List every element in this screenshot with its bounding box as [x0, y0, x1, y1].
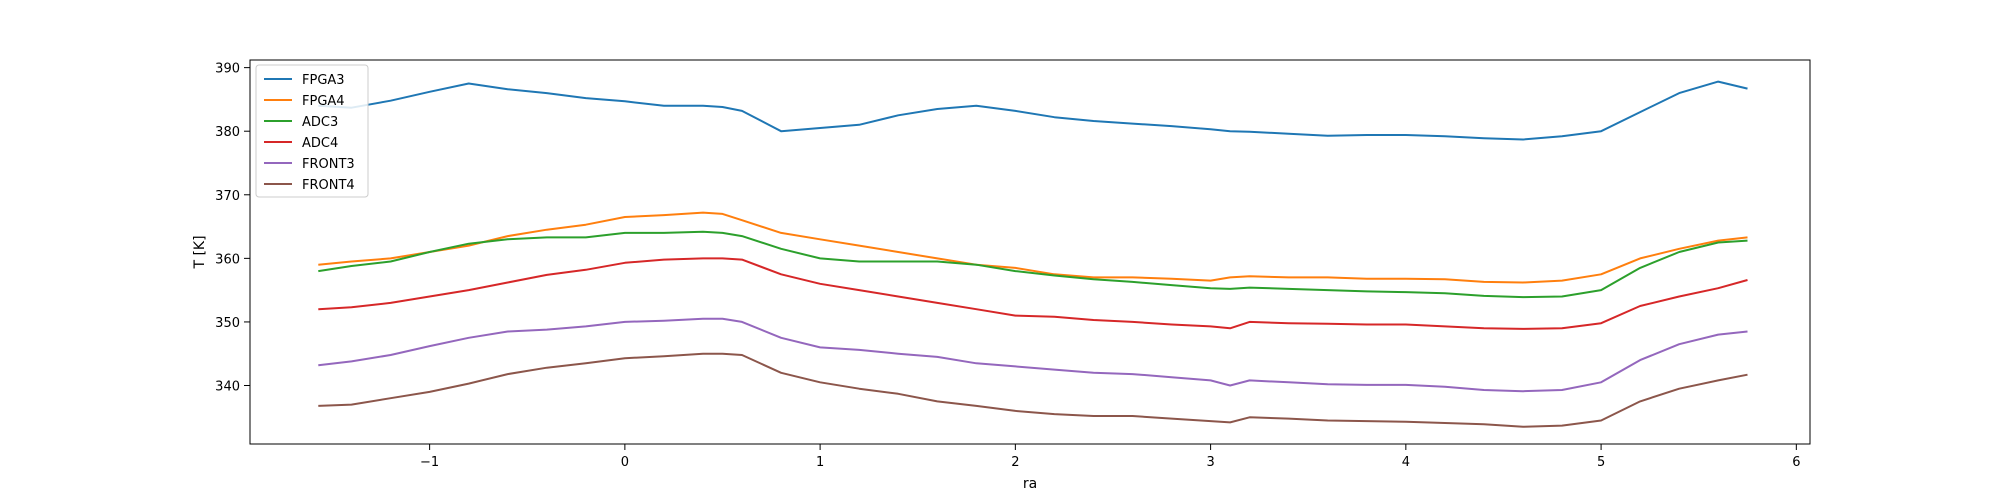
x-tick-label: −1 — [420, 455, 439, 470]
x-tick-label: 4 — [1402, 455, 1410, 470]
x-tick-label: 6 — [1792, 455, 1800, 470]
series-line-adc4 — [318, 257, 1748, 330]
y-tick-label: 350 — [215, 316, 240, 331]
series-layer — [318, 80, 1748, 428]
x-tick-label: 3 — [1206, 455, 1214, 470]
x-tick-label: 1 — [816, 455, 824, 470]
y-axis: 340 350 360 370 380 390 — [215, 62, 250, 395]
legend-entry-fpga3: FPGA3 — [302, 73, 345, 88]
x-tick-label: 0 — [621, 455, 629, 470]
y-tick-label: 360 — [215, 252, 240, 267]
x-tick-label: 2 — [1011, 455, 1019, 470]
legend-entry-adc4: ADC4 — [302, 136, 338, 151]
y-tick-label: 340 — [215, 380, 240, 395]
y-tick-label: 370 — [215, 189, 240, 204]
series-line-adc3 — [318, 230, 1748, 299]
legend: FPGA3 FPGA4 ADC3 ADC4 FRONT3 FRONT4 — [255, 64, 369, 198]
series-line-front3 — [318, 317, 1748, 393]
x-axis: −1 0 1 2 3 4 5 6 — [420, 444, 1800, 470]
legend-entry-adc3: ADC3 — [302, 115, 338, 130]
series-line-fpga3 — [318, 80, 1748, 141]
x-axis-label: ra — [1023, 476, 1037, 492]
series-line-front4 — [318, 352, 1748, 428]
y-tick-label: 390 — [215, 62, 240, 77]
y-axis-label: T [K] — [192, 235, 208, 269]
x-tick-label: 5 — [1597, 455, 1605, 470]
legend-entry-fpga4: FPGA4 — [302, 94, 345, 109]
y-tick-label: 380 — [215, 125, 240, 140]
series-line-fpga4 — [318, 211, 1748, 284]
legend-entry-front3: FRONT3 — [302, 157, 355, 172]
axes-frame — [249, 59, 1811, 445]
plot-area — [250, 60, 1810, 444]
legend-entry-front4: FRONT4 — [302, 178, 355, 193]
